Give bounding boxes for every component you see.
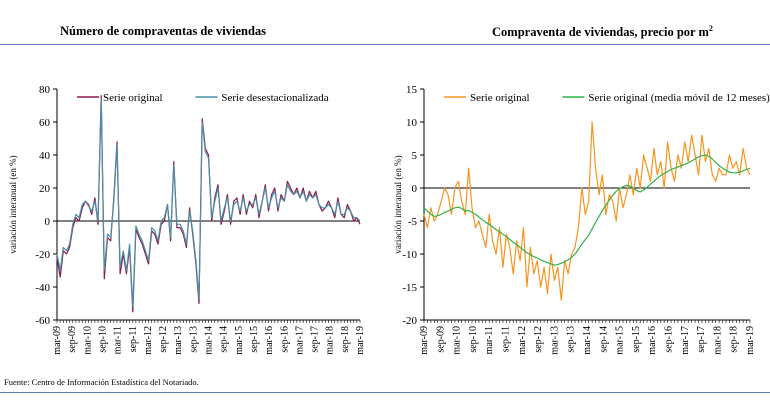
x-tick-label: mar-14 xyxy=(582,326,593,355)
x-tick-label: sep-18 xyxy=(340,326,351,353)
series-line-1 xyxy=(56,94,361,313)
series-line-2 xyxy=(56,98,361,308)
legend-label-1: Serie original xyxy=(103,92,163,104)
y-axis-title: variación interanual (en %) xyxy=(8,155,18,253)
y-tick-label: 20 xyxy=(39,183,51,195)
x-tick-label: mar-13 xyxy=(549,326,560,355)
y-tick-label: -5 xyxy=(408,216,418,228)
footer-rule xyxy=(0,392,770,393)
y-tick-label: 40 xyxy=(39,150,51,162)
x-tick-label: sep-13 xyxy=(188,326,199,353)
y-tick-label: 60 xyxy=(39,117,51,129)
x-tick-label: mar-17 xyxy=(294,326,305,355)
x-tick-label: mar-18 xyxy=(712,326,723,355)
left-chart-title: Número de compraventas de viviendas xyxy=(60,24,267,38)
x-tick-label: mar-12 xyxy=(517,326,528,355)
x-tick-label: sep-14 xyxy=(219,326,230,353)
legend-label-2: Serie desestacionalizada xyxy=(221,92,328,104)
x-tick-label: sep-10 xyxy=(97,326,108,353)
y-tick-label: 15 xyxy=(406,84,418,96)
x-tick-label: mar-19 xyxy=(355,326,366,355)
legend-label-2: Serie original (media móvil de 12 meses) xyxy=(588,92,770,104)
x-tick-label: mar-09 xyxy=(419,326,430,355)
y-tick-label: -10 xyxy=(402,249,417,261)
x-tick-label: sep-12 xyxy=(533,326,544,353)
x-tick-label: mar-17 xyxy=(680,326,691,355)
x-tick-label: sep-15 xyxy=(631,326,642,353)
y-tick-label: 10 xyxy=(406,117,418,129)
y-tick-label: 80 xyxy=(39,84,51,96)
series-line-2 xyxy=(423,154,751,266)
x-tick-label: sep-09 xyxy=(67,326,78,353)
x-tick-label: sep-17 xyxy=(696,326,707,353)
x-tick-label: mar-13 xyxy=(173,326,184,355)
x-tick-label: mar-15 xyxy=(615,326,626,355)
right-title-text: Compraventa de viviendas, precio por m xyxy=(492,25,709,40)
x-tick-label: mar-16 xyxy=(647,326,658,355)
x-tick-label: mar-19 xyxy=(745,326,756,355)
x-tick-label: sep-18 xyxy=(729,326,740,353)
y-axis-title: variación interanual (en %) xyxy=(393,155,403,253)
x-tick-label: sep-09 xyxy=(435,326,446,353)
x-tick-label: sep-16 xyxy=(664,326,675,353)
x-tick-label: mar-09 xyxy=(52,326,63,355)
y-tick-label: 0 xyxy=(412,183,418,195)
x-tick-label: sep-14 xyxy=(598,326,609,353)
right-chart-title: Compraventa de viviendas, precio por m2 xyxy=(492,24,713,40)
x-tick-label: sep-17 xyxy=(310,326,321,353)
x-tick-label: sep-11 xyxy=(128,326,139,352)
right-title-superscript: 2 xyxy=(708,24,713,33)
x-tick-label: mar-10 xyxy=(452,326,463,355)
legend-label-1: Serie original xyxy=(470,92,530,104)
chart-home-price-per-m2: -20 -15 -10 -5 0 5 10 15 mar-09 sep-09 mar-10 sep-1… xyxy=(393,84,770,355)
x-tick-label: sep-15 xyxy=(249,326,260,353)
y-tick-label: 5 xyxy=(412,150,418,162)
y-tick-label: -40 xyxy=(35,282,50,294)
header-rule xyxy=(0,44,770,45)
x-tick-label: mar-16 xyxy=(264,326,275,355)
x-tick-label: sep-12 xyxy=(158,326,169,353)
y-tick-label: 0 xyxy=(45,216,51,228)
y-tick-label: -60 xyxy=(35,315,50,327)
x-tick-label: mar-10 xyxy=(82,326,93,355)
y-tick-label: -20 xyxy=(35,249,50,261)
x-tick-label: mar-15 xyxy=(234,326,245,355)
x-tick-label: sep-10 xyxy=(468,326,479,353)
y-tick-label: -15 xyxy=(402,282,417,294)
x-tick-label: mar-12 xyxy=(143,326,154,355)
x-tick-label: sep-16 xyxy=(279,326,290,353)
x-tick-label: sep-13 xyxy=(566,326,577,353)
x-tick-label: mar-11 xyxy=(484,326,495,354)
x-tick-label: mar-14 xyxy=(204,326,215,355)
chart-home-sales-count: -60 -40 -20 0 20 40 60 80 mar-09 sep-09 mar-10 sep-… xyxy=(8,84,366,355)
series-line-1 xyxy=(423,121,751,301)
x-tick-label: sep-11 xyxy=(501,326,512,352)
y-tick-label: -20 xyxy=(402,315,417,327)
source-note: Fuente: Centro de Información Estadístic… xyxy=(4,377,199,387)
x-tick-label: mar-18 xyxy=(325,326,336,355)
x-tick-label: mar-11 xyxy=(113,326,124,354)
